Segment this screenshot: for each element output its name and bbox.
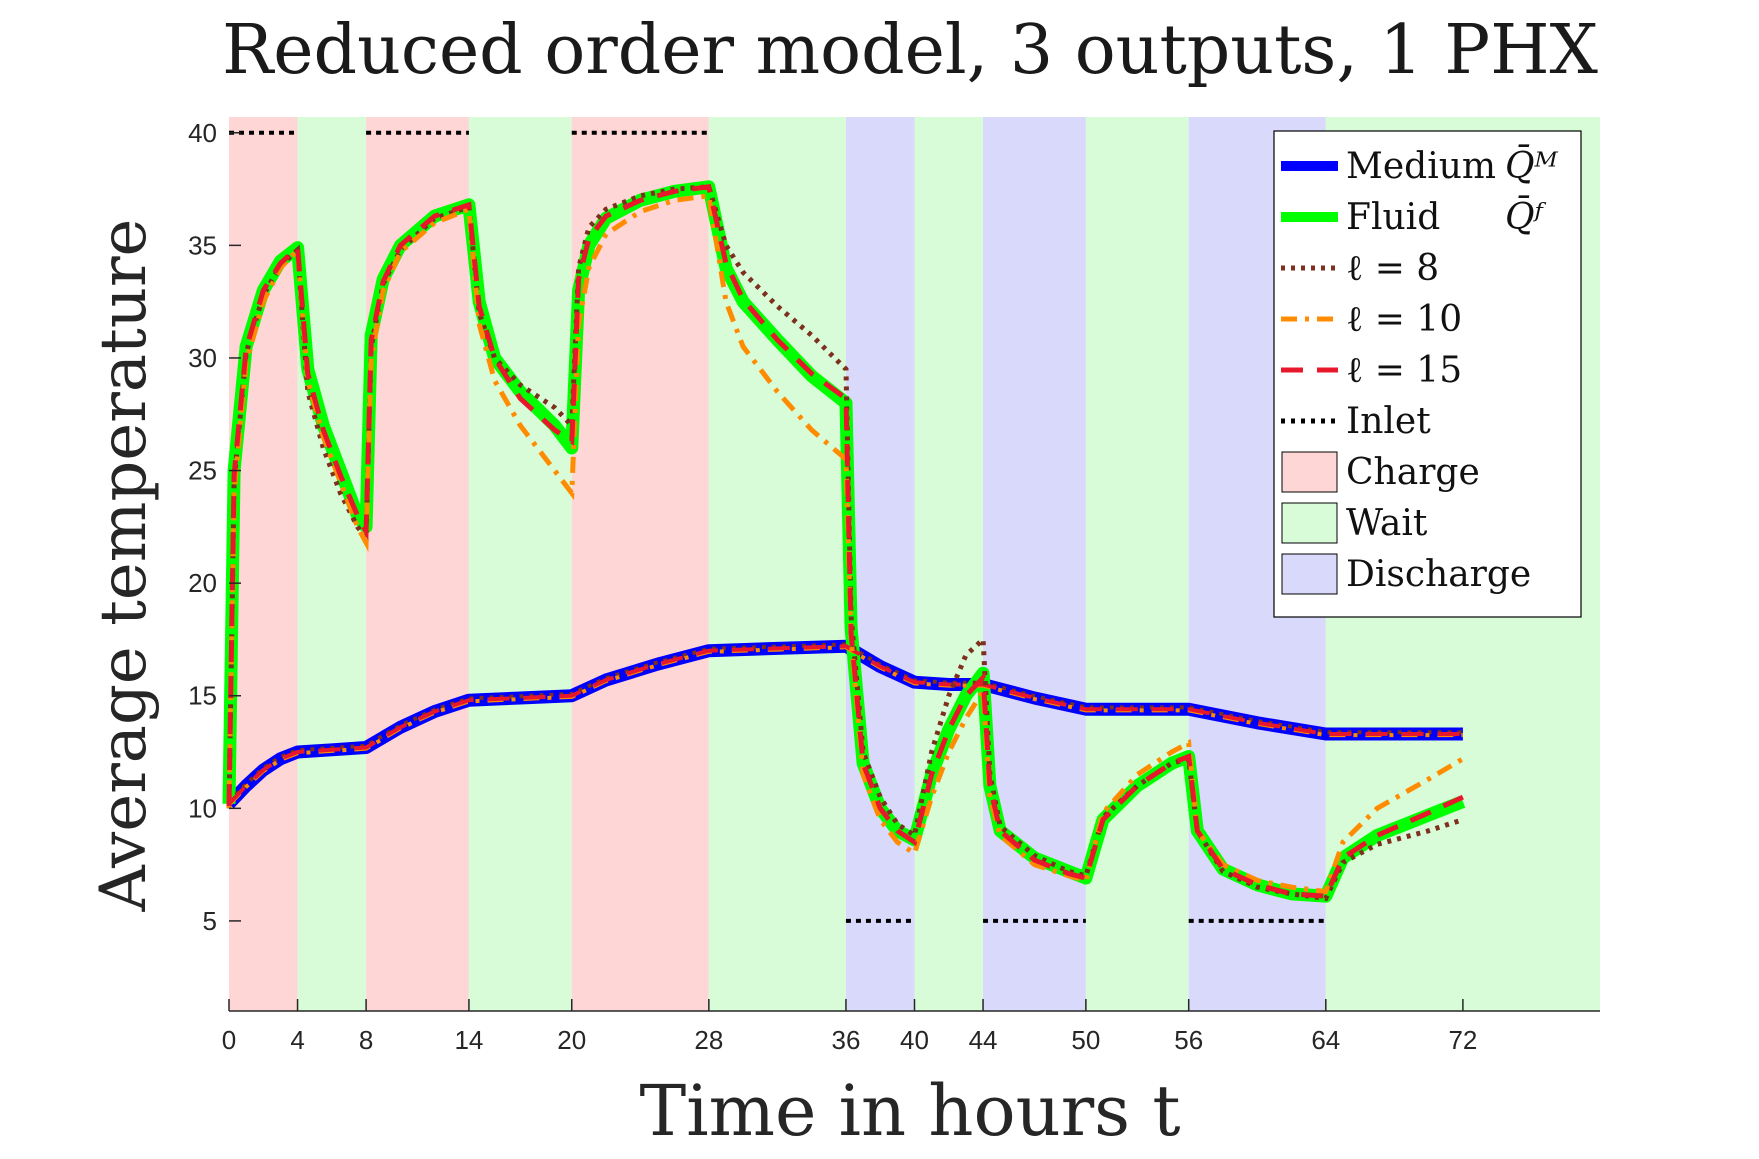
series-line-15: [226, 184, 1464, 899]
legend-item-10: ℓ = 10: [1281, 299, 1462, 340]
phase-band-charge: [571, 117, 709, 1011]
legend-item-wait: Wait: [1281, 502, 1428, 544]
phase-band-wait: [468, 117, 572, 1011]
y-tick-label: 25: [188, 456, 217, 486]
y-tick-label: 20: [188, 568, 217, 598]
phase-band-charge: [366, 117, 469, 1011]
phase-band-wait: [1085, 117, 1189, 1011]
legend-item-discharge: Discharge: [1281, 553, 1531, 595]
series-lines: [222, 180, 1466, 903]
x-tick-label: 20: [557, 1025, 586, 1055]
legend-label: ℓ = 15: [1346, 350, 1462, 391]
phase-band-charge: [229, 117, 298, 1011]
x-tick-label: 36: [831, 1025, 860, 1055]
x-tick-label: 44: [969, 1025, 998, 1055]
series-line-medium-approx: [227, 644, 1463, 806]
x-tick-label: 50: [1071, 1025, 1100, 1055]
y-tick-label: 10: [188, 793, 217, 823]
y-tick-label: 40: [188, 118, 217, 148]
legend-swatch: [1281, 553, 1338, 595]
series-line-8: [226, 184, 1464, 902]
legend-item-inlet: Inlet: [1281, 401, 1431, 442]
legend-label: Medium: [1346, 146, 1496, 187]
x-tick-label: 64: [1311, 1025, 1340, 1055]
series-line-10: [226, 193, 1465, 895]
y-tick-label: 30: [188, 343, 217, 373]
legend-swatch: [1281, 451, 1338, 493]
legend-item-15: ℓ = 15: [1281, 350, 1462, 391]
x-tick-label: 72: [1448, 1025, 1477, 1055]
phase-band-discharge: [845, 117, 915, 1011]
y-ticks: 5 10 15 20 25 30 35 40: [188, 118, 241, 936]
legend-item-8: ℓ = 8: [1281, 248, 1439, 289]
legend-label: Wait: [1346, 503, 1428, 544]
legend-label: ℓ = 8: [1346, 248, 1439, 289]
inlet-lines: [229, 130, 1326, 923]
legend-label: Inlet: [1346, 401, 1431, 442]
legend-item-charge: Charge: [1281, 451, 1480, 493]
legend-label: Fluid: [1346, 197, 1440, 238]
x-tick-label: 56: [1174, 1025, 1203, 1055]
legend: Medium Q̄ᴹ Fluid Q̄ᶠ ℓ = 8 ℓ = 10 ℓ = 15 Inlet C…: [1273, 130, 1582, 618]
legend-label: Discharge: [1346, 554, 1531, 595]
x-tick-label: 28: [694, 1025, 723, 1055]
x-tick-label: 14: [454, 1025, 483, 1055]
x-axis-label: Time in hours t: [640, 1070, 1181, 1152]
phase-bands: [229, 117, 1600, 1011]
legend-symbol: Q̄ᶠ: [1505, 195, 1547, 238]
legend-label: Charge: [1346, 452, 1480, 493]
x-tick-label: 4: [290, 1025, 304, 1055]
legend-symbol: Q̄ᴹ: [1505, 144, 1559, 187]
phase-band-wait: [297, 117, 367, 1011]
x-ticks: 0 4 8 14 20 28 36 40 44 50 56 64 72: [222, 999, 1477, 1055]
x-tick-label: 40: [900, 1025, 929, 1055]
x-tick-label: 8: [359, 1025, 373, 1055]
legend-label: ℓ = 10: [1346, 299, 1462, 340]
y-axis-label: Average temperature: [87, 219, 161, 913]
y-tick-label: 35: [188, 230, 217, 260]
phase-band-wait: [708, 117, 846, 1011]
legend-item-fluid: Fluid Q̄ᶠ: [1281, 195, 1547, 238]
phase-band-wait: [914, 117, 984, 1011]
y-tick-label: 5: [203, 906, 217, 936]
x-tick-label: 0: [222, 1025, 236, 1055]
chart-title: Reduced order model, 3 outputs, 1 PHX: [222, 11, 1598, 90]
legend-swatch: [1281, 502, 1338, 544]
y-tick-label: 15: [188, 681, 217, 711]
legend-item-medium: Medium Q̄ᴹ: [1281, 144, 1559, 187]
legend-items: Medium Q̄ᴹ Fluid Q̄ᶠ ℓ = 8 ℓ = 10 ℓ = 15 Inlet C…: [1281, 144, 1559, 595]
plot-area: 0 4 8 14 20 28 36 40 44 50 56 64 72 5 10 15 20 25 30 35 40: [188, 117, 1600, 1055]
